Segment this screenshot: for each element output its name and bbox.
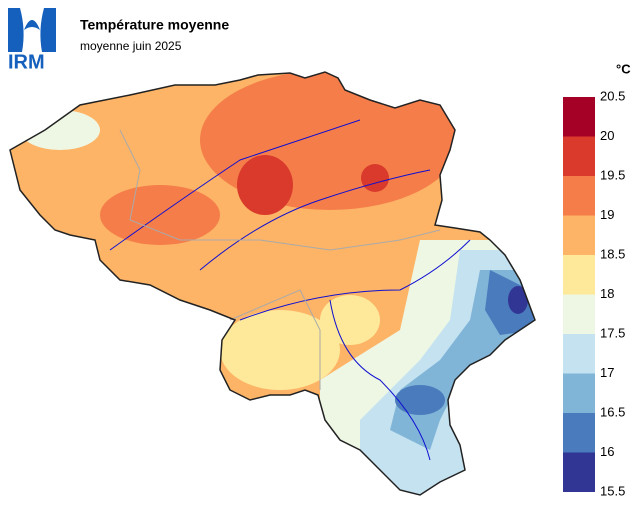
legend-swatch xyxy=(563,334,595,374)
legend-tick-label: 16 xyxy=(600,444,614,459)
title: Température moyenne xyxy=(80,17,229,33)
legend-tick-label: 20 xyxy=(600,128,614,143)
logo-mark xyxy=(8,8,56,52)
legend-unit: °C xyxy=(616,61,631,76)
legend-tick-label: 18 xyxy=(600,286,614,301)
legend-swatch xyxy=(563,176,595,216)
legend-swatch xyxy=(563,215,595,255)
legend-swatch xyxy=(563,294,595,334)
legend-tick-label: 15.5 xyxy=(600,483,625,498)
country-outline xyxy=(9,71,536,496)
map xyxy=(10,72,535,495)
legend-swatch xyxy=(563,97,595,137)
legend-tick-label: 16.5 xyxy=(600,404,625,419)
legend-tick-label: 19.5 xyxy=(600,167,625,182)
legend-tick-label: 18.5 xyxy=(600,246,625,261)
legend-swatch xyxy=(563,452,595,492)
legend-swatch xyxy=(563,413,595,453)
legend-tick-label: 17.5 xyxy=(600,325,625,340)
legend-tick-label: 19 xyxy=(600,207,614,222)
legend-tick-label: 20.5 xyxy=(600,88,625,103)
legend: 15.5 16 16.5 17 17.5 18 18.5 19 19.5 20 20.5 xyxy=(563,88,625,498)
logo-text: IRM xyxy=(8,51,45,73)
rivers xyxy=(109,119,471,461)
legend-tick-label: 17 xyxy=(600,365,614,380)
legend-swatch xyxy=(563,255,595,295)
borders xyxy=(119,129,441,390)
legend-swatch xyxy=(563,136,595,176)
legend-swatch xyxy=(563,373,595,413)
subtitle: moyenne juin 2025 xyxy=(80,39,182,53)
